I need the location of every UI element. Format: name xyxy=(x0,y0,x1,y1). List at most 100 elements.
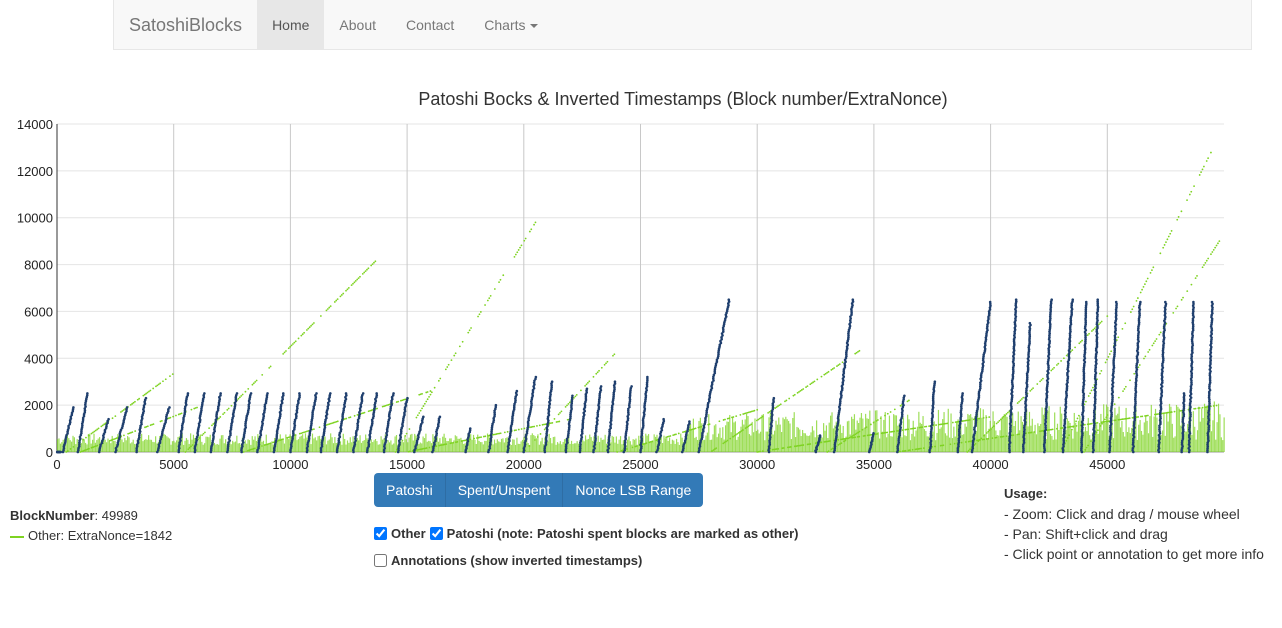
other-point xyxy=(363,411,366,414)
patoshi-point xyxy=(522,448,526,452)
other-checkbox[interactable] xyxy=(374,527,387,540)
other-point-band xyxy=(264,444,266,452)
other-point xyxy=(1087,395,1090,397)
other-point-band xyxy=(316,440,318,452)
other-point xyxy=(376,407,378,410)
patoshi-point xyxy=(1191,328,1195,332)
other-point xyxy=(1136,297,1139,299)
other-point-band xyxy=(555,444,557,452)
other-point-band xyxy=(810,432,812,452)
patoshi-point xyxy=(322,433,326,437)
other-point xyxy=(502,274,505,277)
patoshi-point xyxy=(624,437,628,441)
patoshi-point xyxy=(1011,367,1015,371)
annotations-checkbox[interactable] xyxy=(374,554,387,567)
other-point xyxy=(1039,380,1041,383)
patoshi-point xyxy=(1182,399,1186,403)
other-point xyxy=(756,408,759,411)
other-point-band xyxy=(61,442,63,452)
patoshi-point xyxy=(718,345,721,349)
other-point xyxy=(247,449,249,452)
other-point-band xyxy=(584,435,587,452)
patoshi-point xyxy=(195,439,198,442)
other-point xyxy=(252,447,255,450)
patoshi-point xyxy=(1011,375,1015,379)
patoshi-point xyxy=(275,435,279,439)
spent-unspent-button[interactable]: Spent/Unspent xyxy=(445,473,564,507)
other-point xyxy=(672,434,675,437)
other-point-band xyxy=(1174,436,1176,452)
other-point xyxy=(953,442,956,445)
other-point-band xyxy=(591,440,594,452)
other-point-band xyxy=(1115,415,1117,452)
other-point xyxy=(749,411,752,413)
brand-link[interactable]: SatoshiBlocks xyxy=(129,14,243,35)
other-point-band xyxy=(1047,411,1049,452)
other-point-band xyxy=(1219,414,1221,452)
other-point-band xyxy=(124,437,126,452)
patoshi-point xyxy=(438,415,442,419)
other-point xyxy=(339,295,342,298)
patoshi-point xyxy=(581,424,585,428)
other-point xyxy=(1194,407,1197,410)
patoshi-point xyxy=(642,424,645,428)
other-point xyxy=(691,428,694,431)
patoshi-point xyxy=(168,406,171,409)
nav-about[interactable]: About xyxy=(339,16,377,33)
other-point xyxy=(528,230,531,233)
patoshi-point xyxy=(718,343,722,347)
nav-home[interactable]: Home xyxy=(257,0,325,50)
patoshi-point xyxy=(292,433,295,437)
other-point xyxy=(455,441,457,444)
patoshi-checkbox[interactable] xyxy=(429,527,443,540)
patoshi-point xyxy=(1022,448,1025,452)
patoshi-point xyxy=(1022,439,1026,443)
other-point xyxy=(841,438,844,441)
patoshi-point xyxy=(578,448,582,452)
other-point-band xyxy=(313,438,315,452)
patoshi-button[interactable]: Patoshi xyxy=(374,473,446,507)
nav-contact[interactable]: Contact xyxy=(406,16,455,33)
other-point xyxy=(1155,338,1158,340)
other-point-band xyxy=(600,437,602,452)
other-point xyxy=(1077,414,1080,417)
other-point xyxy=(230,404,233,407)
other-point xyxy=(353,414,356,417)
other-point xyxy=(1142,285,1145,288)
other-point xyxy=(152,423,155,426)
other-point xyxy=(1203,264,1205,266)
other-point-band xyxy=(345,444,347,452)
other-point-band xyxy=(453,440,455,452)
other-point xyxy=(162,380,164,383)
patoshi-point xyxy=(713,371,717,375)
other-point xyxy=(1120,418,1123,421)
other-point xyxy=(793,393,796,396)
other-point-band xyxy=(726,421,728,452)
other-point-band xyxy=(293,433,295,452)
other-point xyxy=(1099,372,1101,375)
other-point-band xyxy=(414,433,416,452)
patoshi-point xyxy=(1092,443,1095,446)
other-point-band xyxy=(514,444,517,452)
other-point-band xyxy=(706,432,708,452)
other-point xyxy=(1129,311,1132,313)
other-point-band xyxy=(1184,431,1186,452)
usage-help: Usage: - Zoom: Click and drag / mouse wh… xyxy=(1004,484,1264,564)
other-point-band xyxy=(1068,420,1070,452)
other-point xyxy=(446,366,449,368)
other-point xyxy=(934,445,936,448)
other-point xyxy=(350,284,353,287)
patoshi-point xyxy=(1208,379,1212,383)
nav-charts-dropdown[interactable]: Charts xyxy=(469,0,552,50)
nonce-lsb-range-button[interactable]: Nonce LSB Range xyxy=(563,473,704,507)
patoshi-point xyxy=(713,369,717,373)
patoshi-point xyxy=(902,398,905,401)
patoshi-point xyxy=(640,431,644,435)
other-point-band xyxy=(722,427,724,452)
x-tick-label: 20000 xyxy=(506,457,542,472)
other-point xyxy=(129,403,132,406)
patoshi-point xyxy=(213,424,217,427)
patoshi-point xyxy=(1208,373,1212,377)
other-point xyxy=(429,390,432,392)
